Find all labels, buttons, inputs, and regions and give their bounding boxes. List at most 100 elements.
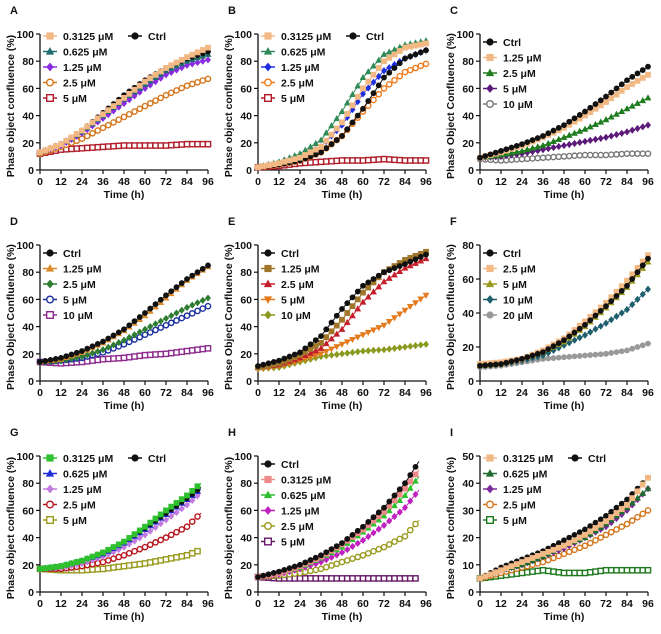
- data-point: [359, 575, 367, 582]
- data-point: [323, 137, 330, 144]
- data-point: [422, 292, 430, 299]
- data-point: [550, 343, 557, 350]
- data-point: [194, 492, 201, 500]
- data-point: [391, 65, 398, 71]
- data-point: [286, 565, 293, 572]
- x-tick-label: 96: [202, 598, 214, 610]
- data-point: [603, 93, 609, 100]
- data-point: [157, 94, 165, 102]
- x-tick-label: 84: [621, 176, 633, 188]
- data-point: [125, 562, 133, 569]
- series-ctrl: [477, 63, 651, 161]
- data-point: [354, 288, 361, 295]
- data-point: [385, 541, 393, 548]
- data-point: [344, 300, 351, 307]
- data-point: [270, 359, 277, 365]
- x-tick-label: 24: [294, 598, 306, 610]
- y-tick-label: 20: [462, 138, 474, 150]
- data-point: [105, 546, 112, 553]
- data-point: [47, 357, 54, 363]
- data-point: [333, 551, 340, 559]
- data-point: [396, 48, 403, 54]
- data-point: [406, 526, 414, 534]
- data-point: [608, 298, 615, 304]
- y-tick-label: 0: [246, 165, 252, 177]
- data-point: [173, 317, 180, 324]
- data-point: [592, 325, 599, 333]
- x-tick-label: 84: [399, 387, 411, 399]
- data-point: [534, 135, 541, 141]
- data-point: [178, 64, 185, 72]
- data-point: [47, 145, 54, 152]
- data-point: [339, 316, 345, 323]
- data-point: [104, 564, 112, 572]
- legend-label: 2.5 μM: [281, 78, 314, 90]
- data-point: [624, 282, 630, 289]
- plot-area: [476, 252, 652, 371]
- data-point: [194, 346, 201, 354]
- data-point: [629, 345, 636, 352]
- data-point: [624, 347, 630, 354]
- data-point: [561, 337, 567, 344]
- data-point: [120, 113, 128, 121]
- data-point: [142, 78, 148, 85]
- data-point: [42, 565, 49, 572]
- legend-label: 2.5 μM: [63, 78, 96, 90]
- data-point: [99, 558, 107, 566]
- data-point: [199, 345, 207, 353]
- data-point: [297, 154, 303, 161]
- legend-marker: [349, 32, 357, 40]
- data-point: [79, 348, 85, 354]
- data-point: [566, 333, 573, 340]
- legend-label: 5 μM: [281, 295, 305, 307]
- data-point: [318, 333, 324, 340]
- data-point: [344, 536, 351, 542]
- data-point: [581, 151, 589, 159]
- legend-item-2-5-um: 2.5 μM: [483, 68, 536, 80]
- data-point: [255, 363, 261, 369]
- x-tick-label: 24: [516, 598, 528, 610]
- data-point: [529, 137, 536, 143]
- legend-marker: [486, 454, 494, 462]
- data-point: [125, 142, 133, 149]
- y-tick-label: 10: [462, 560, 474, 572]
- data-point: [582, 322, 588, 328]
- data-point: [555, 544, 562, 551]
- data-point: [544, 139, 552, 146]
- data-point: [189, 496, 196, 504]
- data-point: [183, 82, 191, 89]
- data-point: [644, 566, 652, 574]
- data-point: [582, 137, 588, 146]
- data-point: [291, 156, 298, 163]
- data-point: [173, 554, 180, 561]
- plot-area: [476, 474, 652, 582]
- data-point: [529, 144, 536, 151]
- legend-marker: [46, 93, 55, 102]
- data-point: [89, 357, 96, 364]
- data-point: [503, 565, 510, 572]
- data-point: [136, 534, 143, 542]
- data-point: [318, 552, 324, 559]
- data-point: [592, 312, 599, 319]
- x-tick-label: 24: [516, 176, 528, 188]
- data-point: [131, 547, 138, 555]
- data-point: [477, 575, 483, 582]
- data-point: [597, 118, 605, 125]
- data-point: [634, 344, 641, 350]
- data-point: [162, 142, 170, 149]
- data-point: [125, 353, 133, 361]
- legend-item-2-5-um: 2.5 μM: [43, 78, 96, 90]
- data-point: [125, 549, 133, 557]
- data-point: [141, 142, 149, 149]
- legend-marker: [46, 78, 55, 87]
- data-point: [328, 328, 335, 335]
- data-point: [281, 355, 288, 362]
- legend-item-1-25-um: 1.25 μM: [483, 484, 542, 496]
- data-point: [385, 156, 393, 163]
- data-point: [344, 126, 351, 133]
- x-tick-label: 0: [477, 598, 483, 610]
- data-point: [52, 143, 59, 150]
- legend-marker: [46, 32, 54, 40]
- data-point: [370, 288, 377, 295]
- data-point: [115, 563, 123, 571]
